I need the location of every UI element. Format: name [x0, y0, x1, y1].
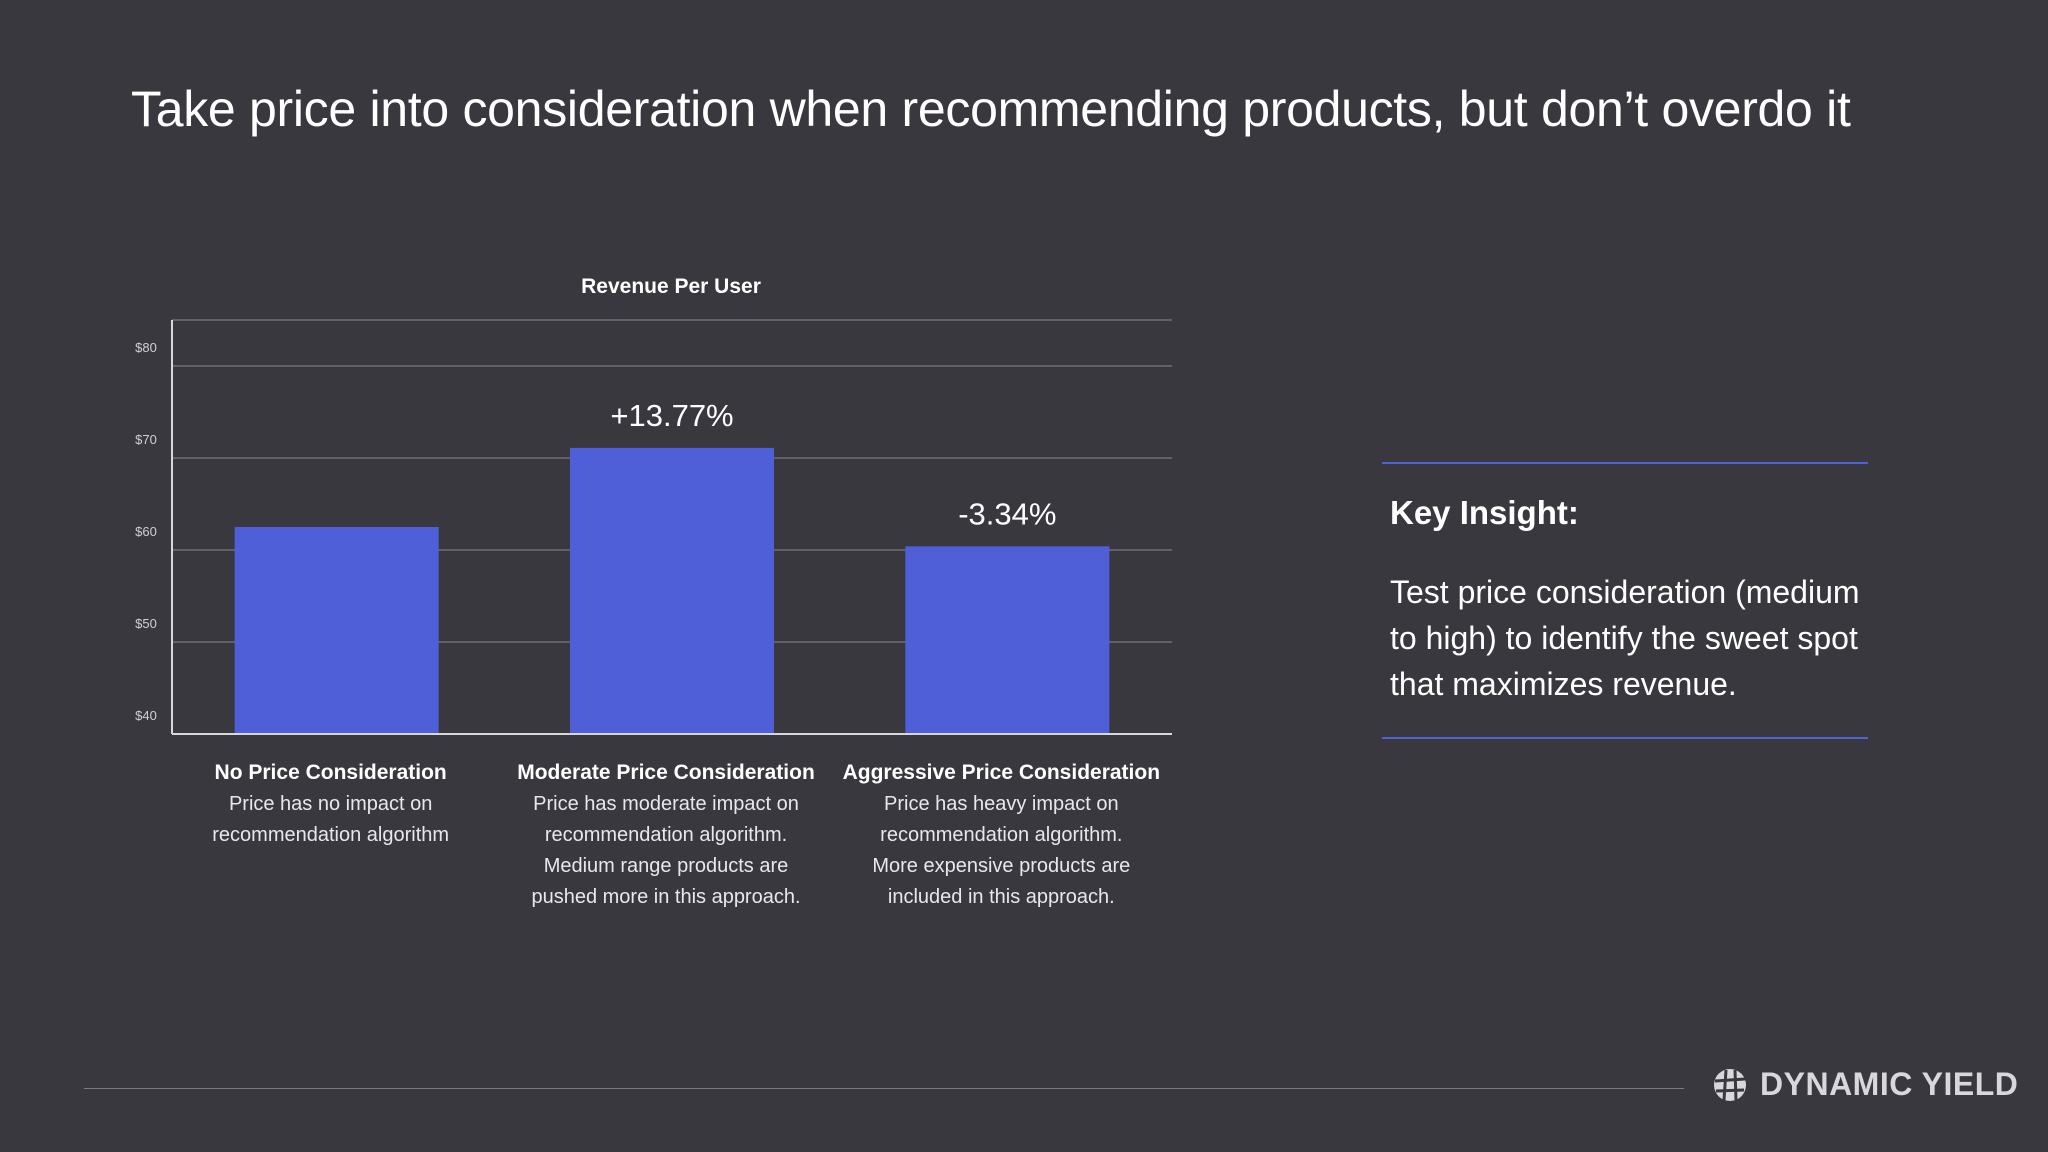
y-tick-label: $50	[135, 616, 157, 631]
brand-name: DYNAMIC YIELD	[1760, 1066, 2019, 1102]
category-description: recommendation algorithm	[212, 824, 449, 846]
y-tick-label: $70	[135, 432, 157, 447]
globe-icon	[1714, 1068, 1746, 1101]
brand-logo: DYNAMIC YIELD	[1712, 1066, 2018, 1103]
category-description: Price has moderate impact on	[533, 793, 799, 815]
category-description: More expensive products are	[872, 855, 1130, 877]
category-description: included in this approach.	[888, 886, 1115, 908]
bar	[234, 527, 439, 734]
y-tick-label: $40	[135, 708, 157, 723]
data-label: +13.77%	[610, 398, 733, 433]
bars	[234, 447, 1110, 734]
chart-title: Revenue Per User	[581, 275, 761, 298]
category-description: recommendation algorithm.	[880, 824, 1122, 846]
bar	[905, 546, 1110, 734]
category-label: No Price Consideration	[215, 761, 447, 784]
slide-title: Take price into consideration when recom…	[131, 81, 1851, 137]
category-description: recommendation algorithm.	[545, 824, 787, 846]
y-tick-label: $80	[135, 340, 157, 355]
category-description: Price has heavy impact on	[884, 793, 1119, 815]
insight-heading: Key Insight:	[1390, 494, 1579, 531]
category-description: Price has no impact on	[229, 793, 432, 815]
category-description: Medium range products are	[544, 855, 789, 877]
data-labels: +13.77% -3.34%	[610, 398, 1056, 531]
category-labels: No Price Consideration Price has no impac…	[212, 761, 1160, 908]
y-axis-ticks: $40 $50 $60 $70 $80	[135, 340, 157, 723]
insight-body: Test price consideration (medium to high…	[1390, 574, 1860, 702]
data-label: -3.34%	[958, 496, 1056, 531]
category-label: Aggressive Price Consideration	[843, 761, 1160, 784]
bar	[570, 447, 774, 734]
category-label: Moderate Price Consideration	[517, 761, 815, 784]
y-tick-label: $60	[135, 524, 157, 539]
footer-divider	[84, 1088, 1684, 1089]
category-description: pushed more in this approach.	[531, 886, 800, 908]
key-insight-box: Key Insight: Test price consideration (m…	[1382, 462, 1868, 739]
